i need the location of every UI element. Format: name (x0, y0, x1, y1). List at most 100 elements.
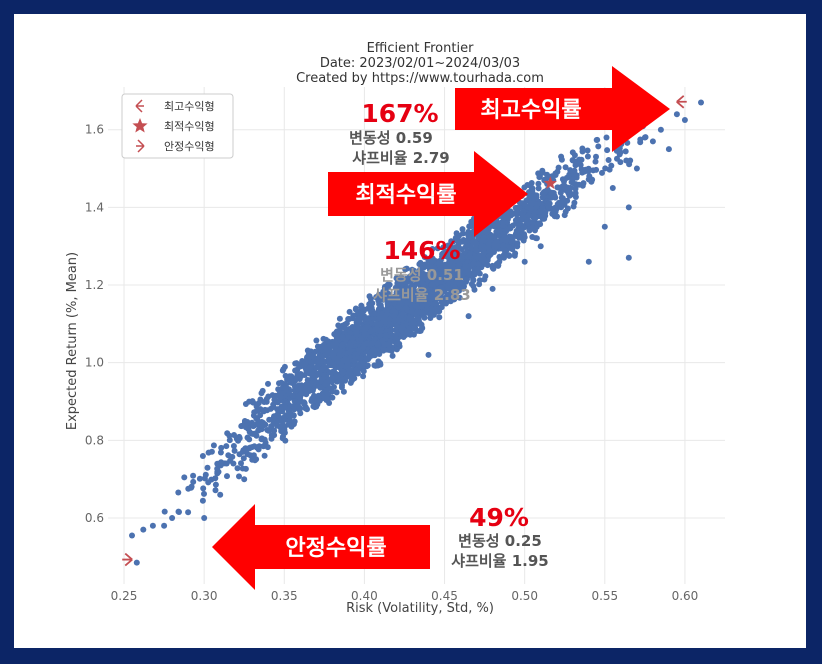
scatter-point (525, 196, 532, 203)
scatter-point (464, 231, 471, 238)
scatter-point (289, 392, 296, 399)
scatter-point (595, 143, 602, 150)
scatter-point (404, 275, 411, 282)
scatter-point (344, 357, 350, 364)
scatter-point (297, 392, 304, 398)
vol-min-vol: 변동성 0.25 (458, 532, 542, 550)
legend-tri-left-icon (135, 99, 144, 113)
scatter-point (384, 296, 391, 303)
scatter-point (226, 432, 233, 439)
scatter-point (572, 181, 579, 188)
scatter-point (357, 355, 364, 362)
scatter-point (202, 471, 209, 478)
scatter-point (489, 264, 496, 271)
scatter-point (549, 210, 556, 217)
scatter-point (380, 347, 387, 354)
scatter-point (320, 341, 327, 348)
scatter-point (446, 294, 453, 300)
scatter-point (427, 311, 433, 318)
scatter-point (393, 346, 400, 353)
scatter-point (377, 327, 384, 334)
arrow-optimal (328, 151, 528, 237)
legend: 최고수익형 최적수익형 안정수익형 (121, 93, 234, 159)
scatter-outlier (537, 243, 544, 250)
x-tick-label: 0.60 (672, 589, 699, 603)
scatter-point (455, 262, 462, 269)
scatter-outlier (625, 204, 632, 211)
scatter-point (559, 199, 566, 206)
scatter-point (444, 248, 451, 255)
y-tick-label: 1.6 (85, 123, 104, 137)
scatter-point (286, 409, 293, 416)
scatter-point (335, 328, 342, 335)
scatter-point (230, 443, 237, 449)
y-tick-label: 1.2 (85, 278, 104, 292)
scatter-point (394, 331, 400, 337)
scatter-point (279, 367, 286, 374)
scatter-point (480, 246, 487, 253)
callout-min-vol: 안정수익률 49% 변동성 0.25 샤프비율 1.95 (212, 503, 549, 590)
scatter-point (315, 392, 322, 399)
scatter-point (425, 301, 431, 307)
scatter-point (475, 261, 482, 268)
scatter-point (521, 200, 528, 207)
scatter-point (545, 200, 552, 207)
scatter-point (476, 270, 483, 277)
scatter-point (306, 364, 313, 371)
scatter-point (471, 271, 478, 278)
scatter-point (384, 281, 391, 288)
scatter-point (419, 276, 426, 283)
scatter-point (500, 243, 507, 249)
scatter-point (386, 341, 393, 348)
scatter-point (396, 340, 403, 347)
scatter-point (260, 443, 267, 450)
scatter-point (224, 473, 230, 480)
scatter-point (395, 317, 402, 323)
scatter-outlier (377, 361, 384, 368)
scatter-point (557, 189, 564, 196)
scatter-point (295, 371, 302, 378)
scatter-point (339, 370, 346, 377)
scatter-point (542, 209, 549, 216)
scatter-point (495, 222, 501, 229)
scatter-point (553, 206, 560, 212)
scatter-point (512, 217, 519, 224)
scatter-point (535, 180, 542, 187)
scatter-point (526, 189, 532, 196)
efficient-frontier-chart: 0.25 0.30 0.35 0.40 0.45 0.50 0.55 0.60 0.6 0.8 1.… (65, 41, 725, 616)
scatter-point (471, 238, 478, 244)
scatter-point (564, 197, 571, 204)
scatter-point (503, 237, 510, 244)
scatter-point (433, 305, 440, 312)
scatter-point (372, 326, 379, 333)
scatter-point (190, 478, 197, 485)
scatter-point (411, 325, 418, 332)
legend-label-optimal: 최적수익형 (164, 120, 215, 133)
scatter-point (332, 347, 339, 354)
scatter-point (276, 423, 283, 430)
scatter-outlier (601, 223, 608, 230)
max-return-marker (676, 95, 687, 109)
scatter-point (592, 158, 599, 165)
scatter-point (588, 178, 595, 185)
scatter-point (484, 262, 491, 269)
scatter-point (255, 400, 262, 407)
scatter-point (291, 383, 298, 390)
scatter-point (454, 238, 461, 245)
scatter-point (226, 437, 233, 444)
scatter-point (258, 436, 265, 443)
x-axis-label: Risk (Volatility, Std, %) (346, 601, 494, 616)
scatter-point (234, 465, 241, 472)
scatter-point (402, 329, 409, 336)
scatter-point (561, 182, 568, 189)
scatter-point (215, 468, 222, 475)
scatter-point (536, 208, 543, 215)
scatter-point (506, 252, 512, 259)
vol-max-return: 변동성 0.59 (349, 129, 433, 147)
x-tick-label: 0.35 (271, 589, 298, 603)
x-tick-label: 0.55 (591, 589, 618, 603)
scatter-point (358, 310, 365, 317)
scatter-point (262, 421, 269, 428)
scatter-point (559, 176, 566, 183)
scatter-point (448, 255, 455, 262)
